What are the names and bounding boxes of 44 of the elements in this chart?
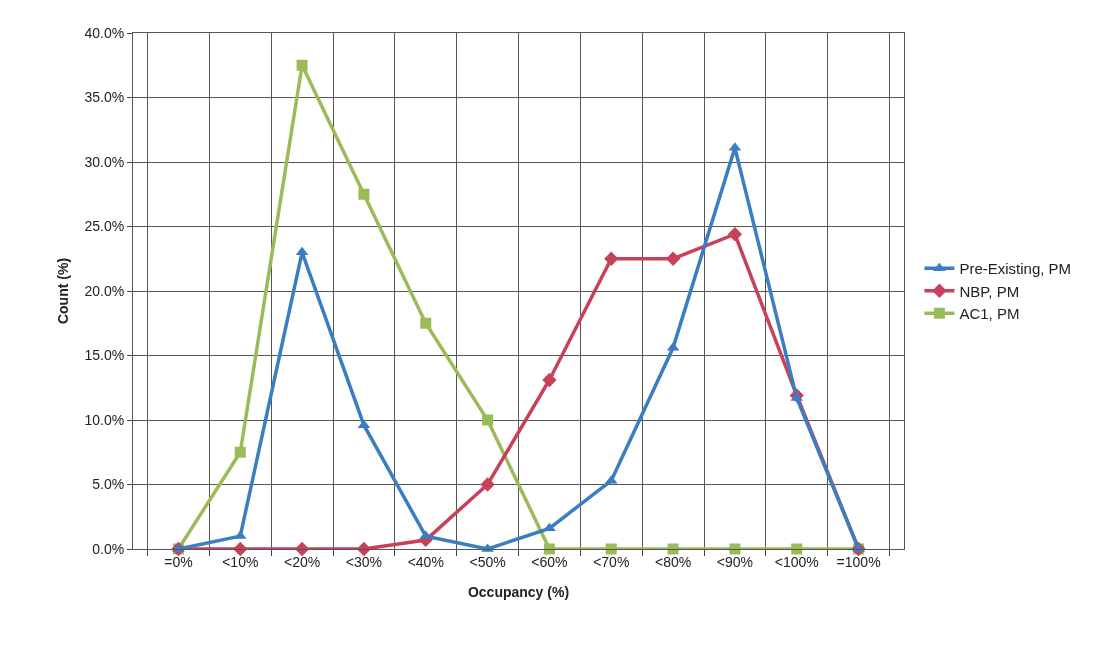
y-tick-label: 20.0% xyxy=(84,282,125,299)
point xyxy=(358,188,370,200)
point xyxy=(665,251,681,266)
y-tick-label: 5.0% xyxy=(92,476,125,493)
x-tick-label: <50% xyxy=(469,553,506,570)
x-tick-label: =100% xyxy=(836,553,881,570)
x-tick-label: <20% xyxy=(283,553,321,570)
point xyxy=(480,477,495,492)
y-tick-label: 0.0% xyxy=(92,540,125,557)
y-tick-label: 40.0% xyxy=(84,24,125,41)
x-axis-title: Occupancy (%) xyxy=(467,584,570,601)
x-tick-label: <10% xyxy=(222,553,259,570)
x-tick-label: <80% xyxy=(654,553,692,570)
x-tick-label: =0% xyxy=(164,553,193,570)
point xyxy=(294,541,310,557)
point xyxy=(356,541,372,557)
y-tick-label: 35.0% xyxy=(84,89,125,106)
point xyxy=(296,59,308,71)
x-tick-label: <90% xyxy=(716,553,754,570)
y-tick-label: 10.0% xyxy=(84,411,125,428)
x-tick-label: <40% xyxy=(407,553,444,570)
y-tick-label: 30.0% xyxy=(84,153,125,170)
point xyxy=(295,246,309,256)
y-tick-label: 15.0% xyxy=(84,347,125,364)
y-tick-label: 25.0% xyxy=(84,218,125,235)
legend-label: Pre-Existing, PM xyxy=(959,260,1072,278)
point xyxy=(542,372,557,388)
x-tick-label: <60% xyxy=(531,553,568,570)
x-tick-label: <100% xyxy=(774,553,819,570)
point xyxy=(727,227,743,242)
point xyxy=(543,543,555,555)
x-tick-label: <30% xyxy=(345,553,383,570)
legend-label: NBP, PM xyxy=(959,282,1020,300)
point xyxy=(729,543,741,555)
point xyxy=(234,446,246,458)
y-axis-title: Count (%) xyxy=(55,257,72,325)
point xyxy=(420,317,432,329)
legend-label: AC1, PM xyxy=(959,305,1020,323)
point xyxy=(605,543,617,555)
point xyxy=(667,543,679,555)
point xyxy=(604,251,619,266)
point xyxy=(791,543,803,555)
point xyxy=(482,414,494,426)
x-tick-label: <70% xyxy=(593,553,630,570)
